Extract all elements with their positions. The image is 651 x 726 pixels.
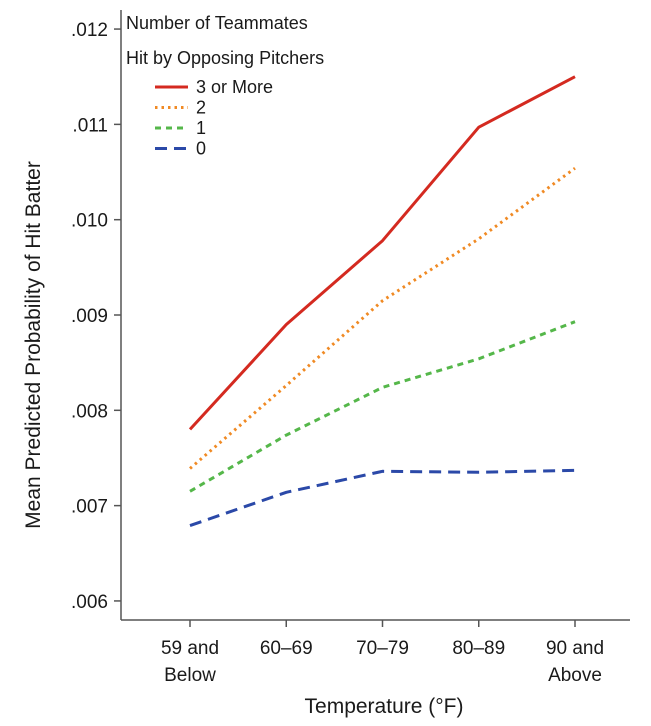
y-tick-label: .012 [71, 20, 108, 41]
legend-label: 0 [196, 139, 206, 159]
series-line-1 [189, 320, 576, 493]
x-ticks: 59 and Below 60–69 70–79 80–89 90 and Above [161, 620, 604, 686]
legend-title-line-1: Number of Teammates [126, 13, 308, 33]
series-line-0 [189, 468, 576, 528]
y-tick-label: .010 [71, 211, 108, 232]
series-lines [188, 75, 576, 528]
y-tick-label: .007 [71, 497, 108, 518]
series-line-3-or-more [188, 75, 576, 431]
series-line-2 [189, 166, 576, 470]
legend-label: 3 or More [196, 77, 273, 97]
legend: Number of Teammates Hit by Opposing Pitc… [126, 13, 324, 159]
y-tick-label: .011 [72, 115, 108, 136]
y-tick-label: .006 [71, 592, 108, 613]
x-tick-label: 59 and Below [161, 638, 219, 686]
legend-label: 2 [196, 98, 206, 118]
y-axis-title: Mean Predicted Probability of Hit Batter [22, 161, 45, 529]
x-tick-label: 80–89 [452, 638, 505, 659]
legend-label: 1 [196, 118, 206, 138]
x-tick-label: 70–79 [356, 638, 409, 659]
y-ticks: .006 .007 .008 .009 .010 .011 .012 [71, 20, 121, 613]
x-tick-label: 60–69 [260, 638, 313, 659]
x-axis-title: Temperature (°F) [305, 695, 464, 718]
x-tick-label: 90 and Above [546, 638, 604, 686]
legend-title-line-2: Hit by Opposing Pitchers [126, 48, 324, 68]
y-tick-label: .008 [71, 401, 108, 422]
y-tick-label: .009 [71, 306, 108, 327]
